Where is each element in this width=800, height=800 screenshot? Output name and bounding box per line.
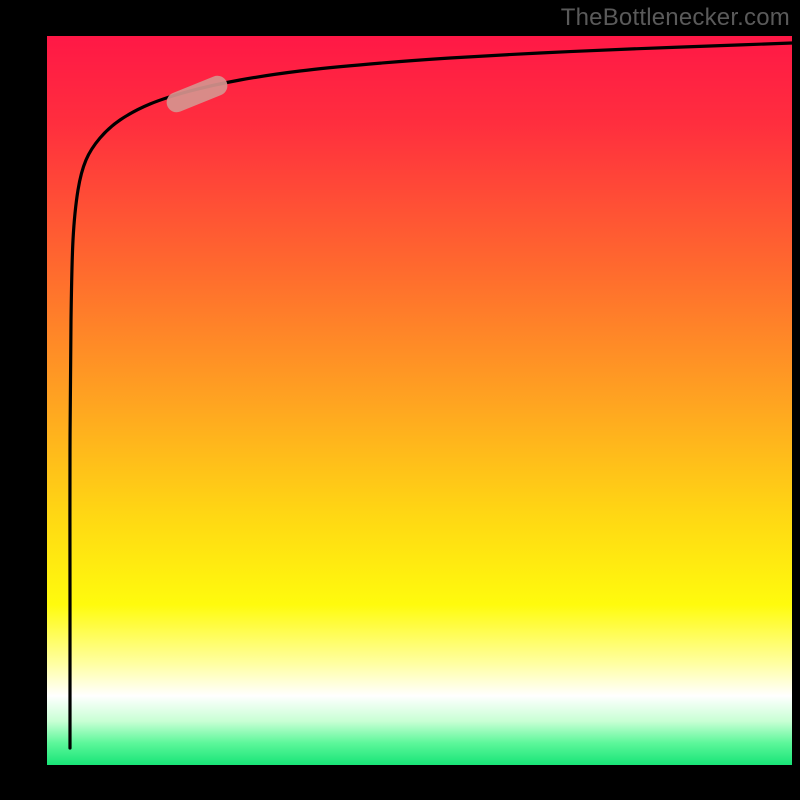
- x-axis: [47, 765, 792, 767]
- attribution-label: TheBottlenecker.com: [561, 4, 790, 32]
- y-axis: [45, 36, 47, 765]
- plot-background-gradient: [47, 36, 792, 765]
- bottleneck-curve-chart: [0, 0, 800, 800]
- chart-container: TheBottlenecker.com: [0, 0, 800, 800]
